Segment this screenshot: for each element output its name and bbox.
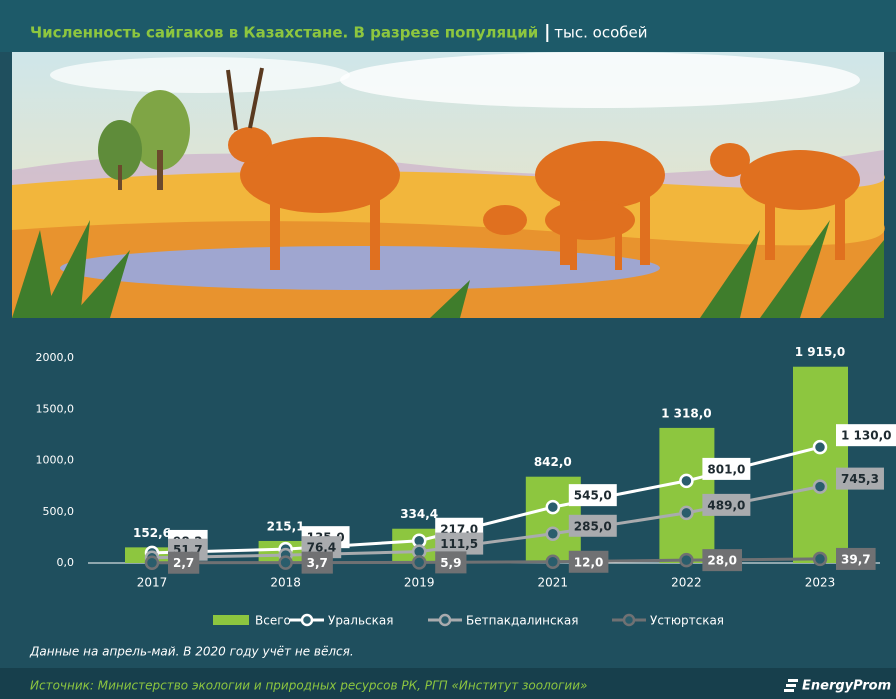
point bbox=[814, 441, 826, 453]
bar-value-label: 215,1 bbox=[267, 519, 305, 533]
y-tick-label: 2000,0 bbox=[36, 351, 75, 364]
value-label-box: 39,7 bbox=[836, 548, 876, 570]
line-value-label: 745,3 bbox=[841, 472, 879, 486]
line-value-label: 285,0 bbox=[574, 519, 612, 533]
legend-swatch bbox=[213, 615, 249, 625]
bar-value-label: 842,0 bbox=[534, 455, 572, 469]
x-tick-label: 2023 bbox=[805, 576, 836, 590]
bar-value-label: 1 318,0 bbox=[661, 406, 711, 420]
bar-value-label: 152,6 bbox=[133, 526, 171, 540]
point bbox=[680, 507, 692, 519]
value-label-box: 285,0 bbox=[569, 515, 617, 537]
point bbox=[814, 481, 826, 493]
x-tick-label: 2017 bbox=[137, 576, 168, 590]
chart-title: Численность сайгаков в Казахстане. В раз… bbox=[30, 24, 538, 42]
line-value-label: 111,5 bbox=[440, 537, 478, 551]
legend-swatch-point bbox=[302, 615, 312, 625]
x-tick-label: 2021 bbox=[538, 576, 569, 590]
x-tick-label: 2022 bbox=[671, 576, 702, 590]
value-label-box: 545,0 bbox=[569, 484, 617, 506]
line-value-label: 2,7 bbox=[173, 556, 194, 570]
line-value-label: 28,0 bbox=[707, 554, 737, 568]
value-label-box: 12,0 bbox=[569, 551, 609, 573]
point bbox=[547, 528, 559, 540]
value-label-box: 745,3 bbox=[836, 468, 884, 490]
point bbox=[547, 501, 559, 513]
y-tick-label: 0,0 bbox=[57, 556, 75, 569]
note: Данные на апрель-май. В 2020 году учёт н… bbox=[29, 645, 354, 659]
point bbox=[680, 554, 692, 566]
value-label-box: 111,5 bbox=[435, 533, 483, 555]
line-value-label: 12,0 bbox=[574, 555, 604, 569]
legend-label: Уральская bbox=[328, 614, 393, 628]
line-value-label: 801,0 bbox=[707, 462, 745, 476]
value-label-box: 2,7 bbox=[168, 552, 199, 574]
value-label-box: 28,0 bbox=[702, 549, 742, 571]
value-label-box: 801,0 bbox=[702, 458, 750, 480]
bar bbox=[793, 367, 848, 563]
value-label-box: 1 130,0 bbox=[836, 424, 896, 446]
point bbox=[680, 475, 692, 487]
value-label-box: 489,0 bbox=[702, 494, 750, 516]
bar-value-label: 1 915,0 bbox=[795, 345, 845, 359]
point bbox=[814, 553, 826, 565]
separator bbox=[546, 24, 548, 42]
value-label-box: 5,9 bbox=[435, 551, 466, 573]
line-value-label: 5,9 bbox=[440, 556, 461, 570]
brand: EnergyProm bbox=[802, 679, 891, 694]
y-tick-label: 500,0 bbox=[43, 505, 75, 518]
y-tick-label: 1000,0 bbox=[36, 454, 75, 467]
legend-swatch-point bbox=[624, 615, 634, 625]
x-tick-label: 2019 bbox=[404, 576, 435, 590]
legend-label: Бетпакдалинская bbox=[466, 614, 578, 628]
line-value-label: 545,0 bbox=[574, 489, 612, 503]
unit: тыс. особей bbox=[554, 24, 647, 42]
line-value-label: 489,0 bbox=[707, 498, 745, 512]
value-label-box: 3,7 bbox=[302, 552, 333, 574]
legend-label: Устюртская bbox=[650, 614, 724, 628]
illustration bbox=[12, 52, 885, 318]
point bbox=[413, 556, 425, 568]
point bbox=[547, 556, 559, 568]
line-value-label: 3,7 bbox=[307, 556, 328, 570]
point bbox=[146, 557, 158, 569]
line-value-label: 39,7 bbox=[841, 552, 871, 566]
line-value-label: 1 130,0 bbox=[841, 429, 891, 443]
y-tick-label: 1500,0 bbox=[36, 402, 75, 415]
legend-swatch-point bbox=[440, 615, 450, 625]
legend-label: Всего bbox=[255, 614, 291, 628]
bar-value-label: 334,4 bbox=[400, 507, 438, 521]
infographic: Численность сайгаков в Казахстане. В раз… bbox=[0, 0, 896, 699]
x-tick-label: 2018 bbox=[270, 576, 301, 590]
source: Источник: Министерство экологии и природ… bbox=[30, 679, 587, 693]
point bbox=[280, 557, 292, 569]
